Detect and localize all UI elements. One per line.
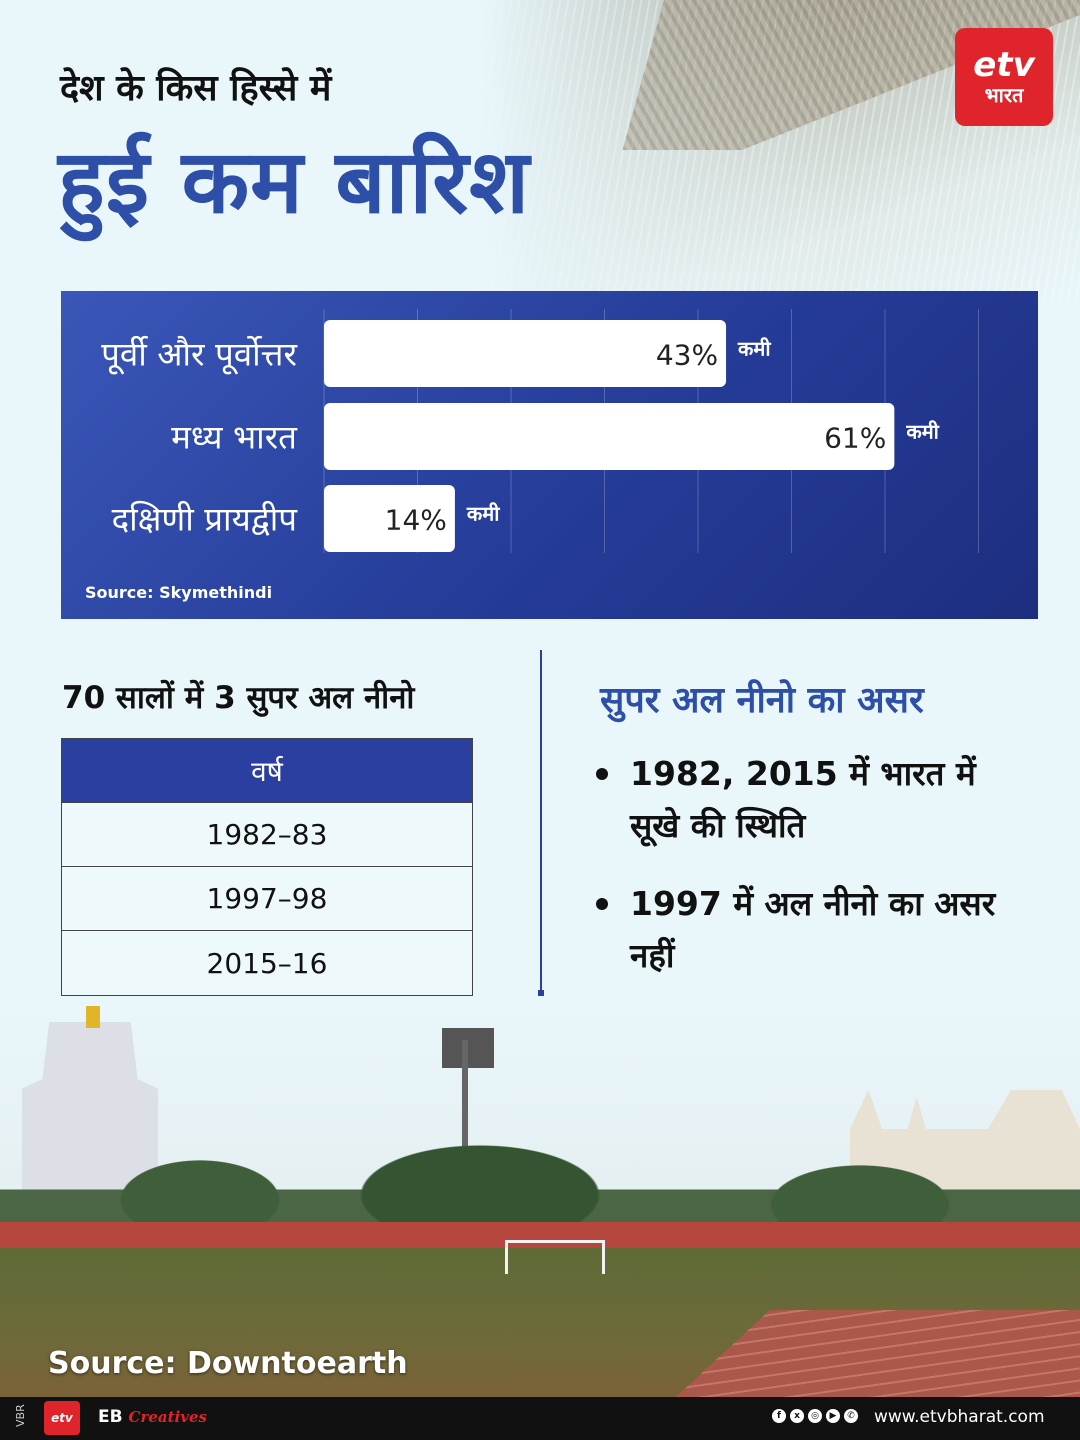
category-label: मध्य भारत — [171, 418, 298, 457]
effect-bullet: 1997 में अल नीनो का असर नहीं — [596, 878, 1036, 982]
table-heading: 70 सालों में 3 सुपर अल नीनो — [62, 680, 415, 716]
photo-source: Source: Downtoearth — [48, 1346, 408, 1381]
bar-value-label: 14% — [385, 504, 447, 537]
category-label: दक्षिणी प्रायद्वीप — [112, 500, 299, 539]
footer-eb: EB — [98, 1407, 123, 1427]
table-row: 2015–16 — [62, 931, 472, 995]
whatsapp-icon[interactable]: ✆ — [844, 1409, 858, 1423]
bar-suffix-label: कमी — [466, 502, 500, 526]
website-link[interactable]: www.etvbharat.com — [874, 1407, 1045, 1427]
x-icon[interactable]: x — [790, 1409, 804, 1423]
effect-bullet: 1982, 2015 में भारत में सूखे की स्थिति — [596, 748, 1036, 852]
social-icons: f x ◎ ▶ ✆ — [772, 1409, 858, 1423]
footer: VBR etv EB Creatives f x ◎ ▶ ✆ www.etvbh… — [0, 1397, 1080, 1440]
table-row: 1997–98 — [62, 867, 472, 931]
chart-source: Source: Skymethindi — [85, 583, 273, 602]
footer-etv-logo: etv — [44, 1401, 80, 1435]
youtube-icon[interactable]: ▶ — [826, 1409, 840, 1423]
bar — [324, 403, 895, 470]
floodlight — [442, 1028, 494, 1068]
header-subtitle: देश के किस हिस्से में — [60, 68, 332, 109]
bar-value-label: 43% — [656, 339, 718, 372]
header-title: हुई कम बारिश — [58, 130, 531, 233]
bar-chart-svg: पूर्वी और पूर्वोत्तर 43% कमी मध्य भारत 61% कम… — [101, 309, 979, 553]
bar — [324, 320, 727, 387]
stadium-wall — [0, 1222, 1080, 1250]
floodlight-pole — [462, 1040, 468, 1220]
logo-mark: etv — [973, 45, 1035, 85]
footer-eb-creatives: EB Creatives — [98, 1407, 207, 1427]
facebook-icon[interactable]: f — [772, 1409, 786, 1423]
goal-post — [505, 1240, 605, 1274]
bar-suffix-label: कमी — [737, 337, 771, 361]
instagram-icon[interactable]: ◎ — [808, 1409, 822, 1423]
table-row: 1982–83 — [62, 803, 472, 867]
super-el-nino-table: वर्ष 1982–83 1997–98 2015–16 — [61, 738, 473, 996]
etv-bharat-logo: etv भारत — [955, 28, 1053, 126]
vertical-divider — [538, 650, 544, 996]
rainfall-deficit-chart: पूर्वी और पूर्वोत्तर 43% कमी मध्य भारत 61% कम… — [61, 291, 1038, 619]
bar-suffix-label: कमी — [905, 420, 939, 444]
bar — [324, 485, 455, 552]
church-ornament — [86, 1006, 100, 1028]
category-label: पूर्वी और पूर्वोत्तर — [101, 335, 297, 376]
footer-creatives: Creatives — [128, 1408, 207, 1426]
table-header: वर्ष — [62, 739, 472, 803]
bar-value-label: 61% — [824, 422, 886, 455]
effects-heading: सुपर अल नीनो का असर — [600, 680, 924, 721]
effects-list: 1982, 2015 में भारत में सूखे की स्थिति 1… — [596, 748, 1036, 1008]
trees — [0, 1140, 1080, 1230]
stadium-photo — [0, 1000, 1080, 1397]
footer-vbr: VBR — [14, 1404, 27, 1427]
logo-text: भारत — [984, 83, 1024, 107]
